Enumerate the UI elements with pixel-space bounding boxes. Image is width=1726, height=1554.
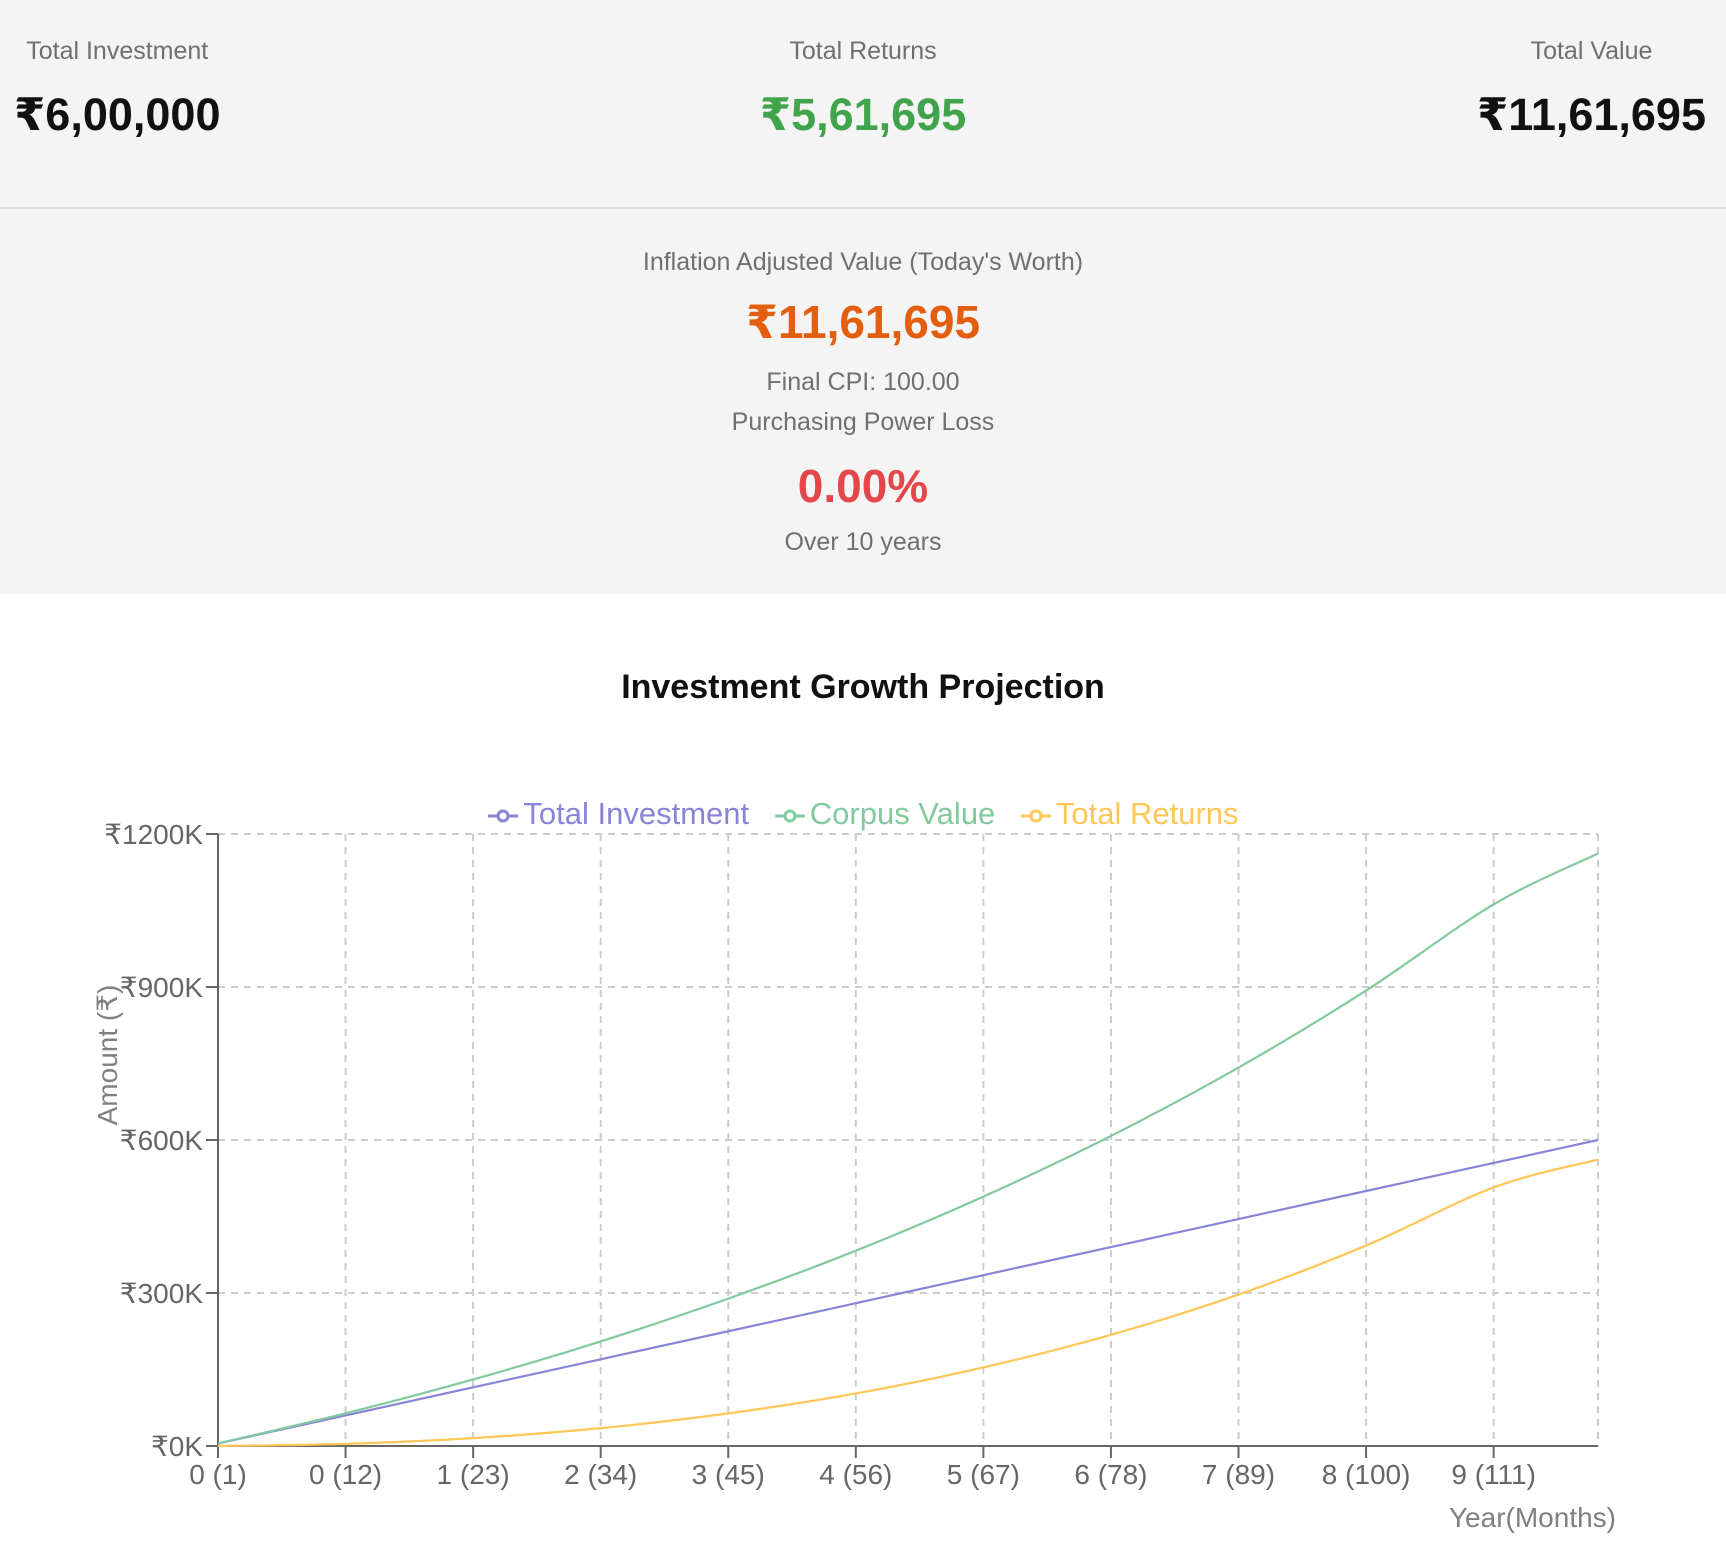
x-tick-label: 7 (89): [1202, 1459, 1275, 1490]
x-tick-label: 3 (45): [692, 1459, 765, 1490]
chart-grid: [218, 833, 1599, 1446]
final-cpi: Final CPI: 100.00: [766, 368, 960, 396]
x-tick-label: 0 (12): [309, 1459, 382, 1490]
x-axis-label: Year(Months): [1449, 1502, 1616, 1533]
x-tick-label: 2 (34): [564, 1459, 637, 1490]
inflation-adjusted-value: ₹11,61,695: [745, 296, 981, 348]
x-tick-label: 4 (56): [819, 1459, 892, 1490]
series-line-total-returns: [217, 1158, 1599, 1448]
series-line-corpus-value: [217, 852, 1599, 1445]
chart-legend: Total Investment Corpus Value Total Retu…: [0, 794, 1726, 832]
inflation-adjusted-label: Inflation Adjusted Value (Today's Worth): [642, 248, 1084, 276]
chart-title: Investment Growth Projection: [621, 668, 1105, 706]
legend-label: Total Returns: [1055, 795, 1239, 831]
x-tick-label: 6 (78): [1074, 1459, 1147, 1490]
total-value-value: ₹11,61,695: [1476, 89, 1706, 140]
line-marker-icon: [488, 809, 519, 823]
legend-item-corpus-value[interactable]: Corpus Value: [774, 795, 996, 832]
divider: [0, 207, 1726, 209]
line-marker-icon: [1020, 809, 1051, 823]
total-value-stat: Total Value ₹11,61,695: [1477, 36, 1706, 142]
period-text: Over 10 years: [784, 528, 942, 556]
line-marker-icon: [774, 809, 805, 823]
y-axis-label: Amount (₹): [92, 985, 123, 1126]
x-tick-label: 8 (100): [1322, 1459, 1411, 1490]
series-line-total-investment: [217, 1138, 1599, 1445]
x-tick-label: 9 (111): [1451, 1459, 1536, 1490]
total-investment-label: Total Investment: [26, 37, 209, 65]
y-tick-label: ₹300K: [120, 1278, 204, 1309]
total-investment-value: ₹6,00,000: [14, 89, 221, 140]
total-returns-value: ₹5,61,695: [759, 89, 967, 140]
legend-label: Corpus Value: [809, 795, 996, 831]
summary-panel: Total Investment ₹6,00,000 Total Returns…: [0, 0, 1726, 208]
purchasing-power-loss-value: 0.00%: [797, 460, 929, 512]
chart-lines: [217, 852, 1599, 1448]
y-tick-label: ₹1200K: [104, 819, 203, 850]
chart-axes: ₹0K ₹300K ₹600K ₹900K ₹1200K 0 (1) 0 (12) 1 (23…: [104, 819, 1598, 1490]
legend-item-total-investment[interactable]: Total Investment: [487, 796, 749, 832]
purchasing-power-loss-label: Purchasing Power Loss: [731, 408, 995, 436]
x-tick-label: 5 (67): [947, 1459, 1020, 1490]
y-tick-label: ₹900K: [120, 972, 204, 1003]
y-tick-label: ₹600K: [120, 1125, 204, 1156]
total-returns-label: Total Returns: [789, 37, 937, 65]
total-value-label: Total Value: [1530, 37, 1653, 65]
x-tick-label: 1 (23): [437, 1459, 510, 1490]
y-tick-label: ₹0K: [151, 1431, 203, 1462]
inflation-panel: Inflation Adjusted Value (Today's Worth)…: [0, 209, 1726, 594]
total-returns-stat: Total Returns ₹5,61,695: [760, 36, 966, 142]
legend-label: Total Investment: [523, 795, 750, 831]
x-tick-label: 0 (1): [189, 1459, 247, 1490]
total-investment-stat: Total Investment ₹6,00,000: [14, 36, 220, 142]
legend-item-total-returns[interactable]: Total Returns: [1020, 796, 1239, 832]
